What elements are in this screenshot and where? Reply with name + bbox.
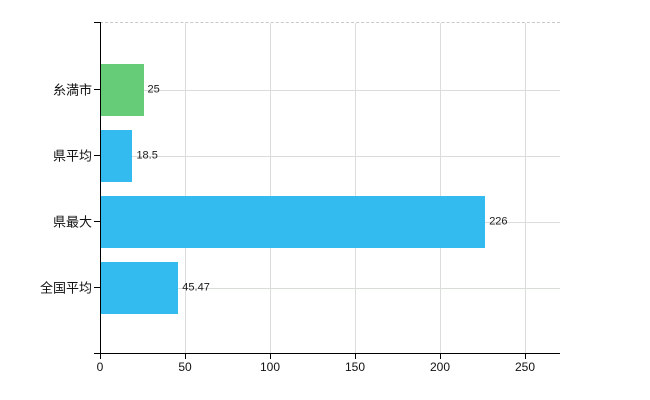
bar-2 [101, 130, 133, 182]
vertical-gridline [185, 23, 186, 354]
bar-value-label: 226 [489, 215, 508, 228]
category-tick [94, 287, 100, 288]
y-axis-line [100, 22, 101, 353]
vertical-gridline [440, 23, 441, 354]
plot-area: 25 18.5 226 45.47 [100, 22, 560, 354]
category-tick [94, 89, 100, 90]
x-tick-label: 200 [429, 360, 451, 374]
x-axis-tick [185, 353, 186, 359]
x-axis-tick [355, 353, 356, 359]
category-label: 県平均 [52, 148, 92, 164]
x-axis-tick [440, 353, 441, 359]
category-tick [94, 221, 100, 222]
x-tick-label: 250 [514, 360, 536, 374]
vertical-gridline [525, 23, 526, 354]
category-label: 県最大 [52, 214, 92, 230]
category-gridline [100, 156, 560, 157]
x-tick-label: 100 [259, 360, 281, 374]
y-axis-top-tick [94, 22, 100, 23]
vertical-gridline [355, 23, 356, 354]
bar-value-label: 45.47 [182, 281, 210, 294]
category-label: 糸満市 [52, 82, 92, 98]
category-gridline [100, 288, 560, 289]
x-tick-label: 50 [178, 360, 192, 374]
category-gridline [100, 90, 560, 91]
x-axis-tick [270, 353, 271, 359]
bar-1 [101, 64, 144, 116]
vertical-gridline [270, 23, 271, 354]
x-axis-tick [100, 353, 101, 359]
bar-4 [101, 262, 179, 314]
x-axis-tick [525, 353, 526, 359]
x-tick-label: 0 [96, 360, 104, 374]
category-label: 全国平均 [39, 280, 92, 296]
bar-value-label: 25 [147, 83, 160, 96]
x-axis-line [94, 353, 560, 354]
category-tick [94, 155, 100, 156]
x-tick-label: 150 [344, 360, 366, 374]
bar-value-label: 18.5 [136, 149, 158, 162]
bar-3 [101, 196, 486, 248]
